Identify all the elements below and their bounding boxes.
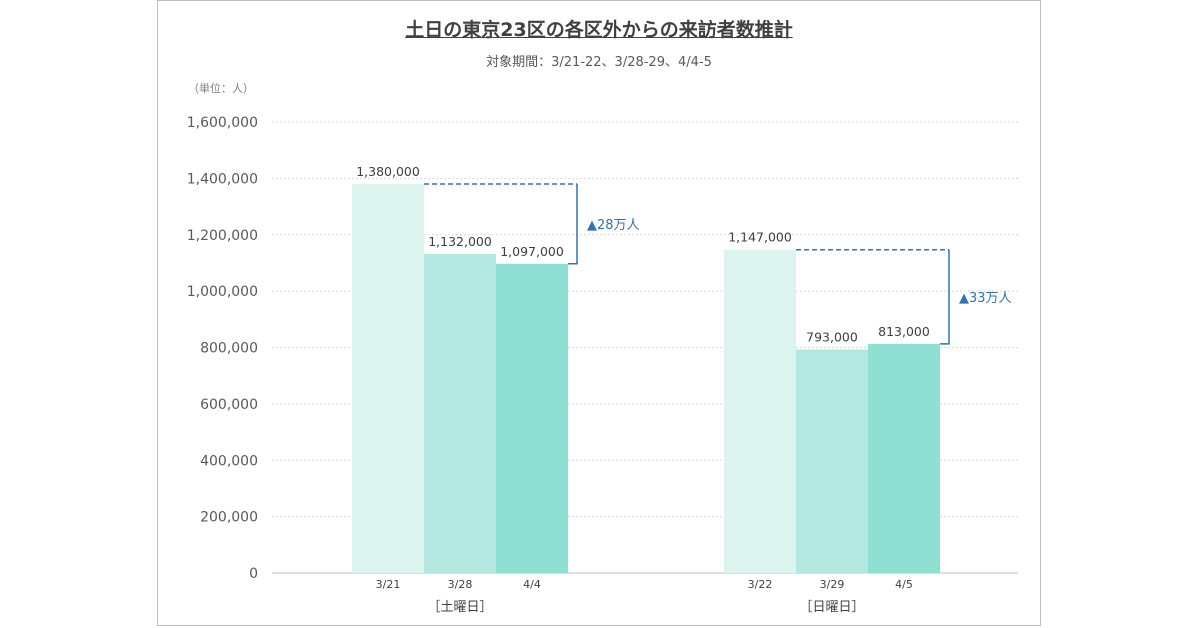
y-tick-label: 200,000 — [200, 510, 258, 526]
y-tick-label: 1,200,000 — [187, 228, 258, 244]
data-label: 1,380,000 — [356, 164, 420, 179]
category-label: 3/28 — [448, 578, 473, 591]
annotation-bracket — [568, 184, 578, 265]
category-label: 3/21 — [376, 578, 401, 591]
unit-label: （単位：人） — [188, 81, 254, 95]
annotation-label: ▲33万人 — [959, 291, 1012, 306]
data-label: 1,097,000 — [500, 244, 564, 259]
data-label: 1,132,000 — [428, 234, 492, 249]
bar — [724, 249, 796, 573]
chart-frame: 土日の東京23区の各区外からの来訪者数推計 対象期間：3/21-22、3/28-… — [157, 0, 1041, 626]
category-label: 3/29 — [820, 578, 845, 591]
annotation-bracket — [940, 249, 950, 345]
bar — [496, 263, 568, 573]
bar — [868, 343, 940, 573]
category-label: 4/5 — [895, 578, 913, 591]
bar — [796, 349, 868, 573]
data-label: 793,000 — [806, 329, 858, 344]
y-tick-label: 0 — [249, 566, 258, 582]
chart-subtitle: 対象期間：3/21-22、3/28-29、4/4-5 — [486, 55, 712, 70]
data-label: 1,147,000 — [728, 230, 792, 245]
bar — [352, 184, 424, 573]
y-tick-label: 400,000 — [200, 453, 258, 469]
y-tick-label: 1,000,000 — [187, 284, 258, 300]
category-label: 3/22 — [748, 578, 773, 591]
y-tick-label: 600,000 — [200, 397, 258, 413]
data-label: 813,000 — [878, 324, 930, 339]
group-label: ［土曜日］ — [427, 600, 492, 615]
y-tick-label: 1,600,000 — [187, 115, 258, 131]
chart-title: 土日の東京23区の各区外からの来訪者数推計 — [405, 19, 793, 41]
bar — [424, 253, 496, 574]
annotation-label: ▲28万人 — [587, 218, 640, 233]
y-tick-label: 1,400,000 — [187, 171, 258, 187]
y-tick-label: 800,000 — [200, 341, 258, 357]
category-label: 4/4 — [523, 578, 541, 591]
group-label: ［日曜日］ — [799, 600, 864, 615]
